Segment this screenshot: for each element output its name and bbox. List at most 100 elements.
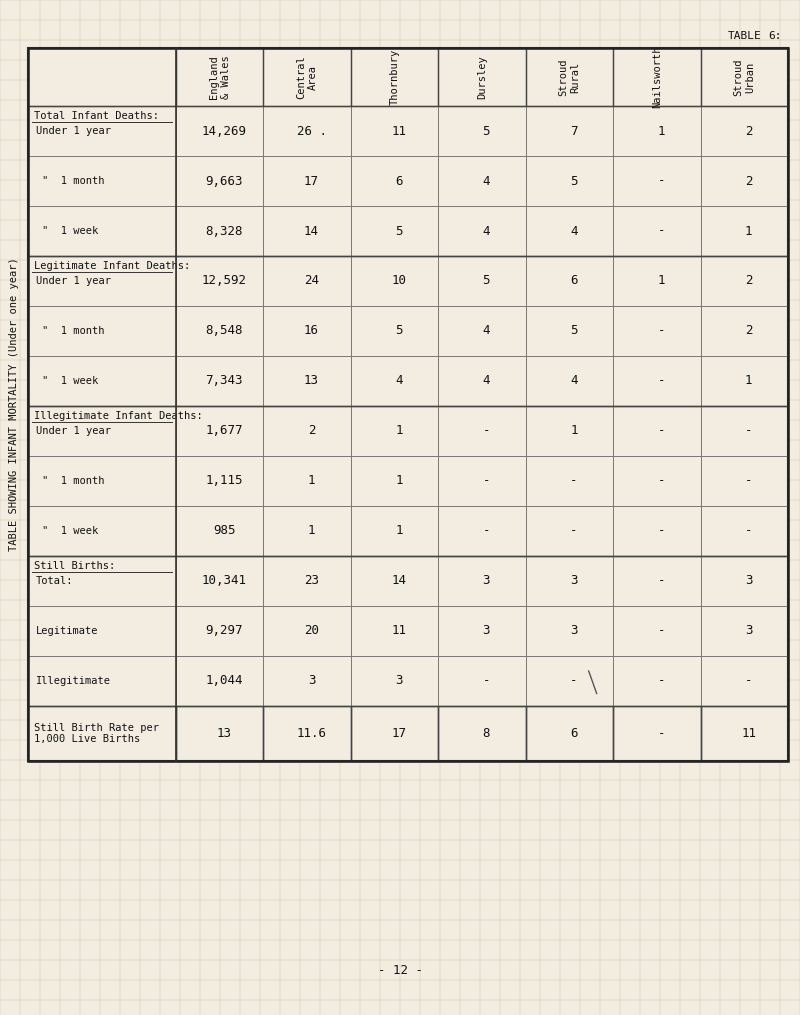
Bar [701,406,788,456]
Text: 1: 1 [308,474,315,487]
Bar [28,356,176,406]
Text: -: - [658,375,665,388]
Bar [176,156,263,206]
Bar [613,406,701,456]
Text: 26 .: 26 . [297,125,326,137]
Bar [526,656,613,706]
Bar [526,556,613,606]
Bar [176,656,263,706]
Text: 9,297: 9,297 [206,624,243,637]
Text: 17: 17 [391,727,406,740]
Bar [263,306,351,356]
Bar [701,156,788,206]
Text: 7,343: 7,343 [206,375,243,388]
Text: - 12 -: - 12 - [378,963,422,976]
Bar [438,306,526,356]
Bar [701,206,788,256]
Bar [28,556,176,606]
Bar [526,156,613,206]
Text: 3: 3 [482,624,490,637]
Bar [176,456,263,506]
Bar [28,106,788,256]
Text: -: - [658,175,665,188]
Text: -: - [658,574,665,588]
Text: 1: 1 [658,125,665,137]
Bar [351,506,438,556]
Bar [438,356,526,406]
Text: 16: 16 [304,325,319,338]
Bar [526,106,613,156]
Bar [263,106,351,156]
Bar [701,48,788,106]
Text: "  1 week: " 1 week [42,526,98,536]
Bar [438,106,526,156]
Bar [176,406,263,456]
Text: 4: 4 [570,375,578,388]
Text: 3: 3 [482,574,490,588]
Bar [351,706,438,761]
Text: -: - [745,525,753,538]
Text: -: - [745,675,753,687]
Bar [28,406,788,556]
Bar [613,506,701,556]
Text: -: - [482,424,490,437]
Text: TABLE: TABLE [728,31,762,41]
Bar [613,356,701,406]
Bar [613,206,701,256]
Text: -: - [658,325,665,338]
Bar [176,556,263,606]
Bar [176,356,263,406]
Text: Total Infant Deaths:: Total Infant Deaths: [34,111,159,121]
Text: -: - [745,474,753,487]
Bar [701,256,788,306]
Text: 1,044: 1,044 [206,675,243,687]
Text: 11.6: 11.6 [297,727,326,740]
Text: "  1 week: " 1 week [42,376,98,386]
Bar [526,506,613,556]
Bar [351,606,438,656]
Text: 6: 6 [570,727,578,740]
Text: 2: 2 [745,325,753,338]
Text: 8,548: 8,548 [206,325,243,338]
Bar [526,456,613,506]
Bar [526,706,613,761]
Text: Legitimate Infant Deaths:: Legitimate Infant Deaths: [34,261,190,271]
Bar [701,706,788,761]
Text: -: - [482,525,490,538]
Bar [28,606,176,656]
Bar [263,156,351,206]
Bar [701,556,788,606]
Bar [701,456,788,506]
Text: 10: 10 [391,274,406,287]
Bar [28,106,176,156]
Bar [351,156,438,206]
Bar [263,556,351,606]
Text: "  1 month: " 1 month [42,476,105,486]
Text: 6: 6 [570,274,578,287]
Text: Under 1 year: Under 1 year [36,426,111,436]
Bar [526,406,613,456]
Bar [176,206,263,256]
Text: 4: 4 [395,375,402,388]
Text: 5: 5 [570,175,578,188]
Text: 11: 11 [391,125,406,137]
Text: 5: 5 [570,325,578,338]
Text: Legitimate: Legitimate [36,626,98,636]
Bar [28,456,176,506]
Text: Stroud
Rural: Stroud Rural [558,58,580,95]
Bar [351,48,438,106]
Bar [438,156,526,206]
Bar [613,706,701,761]
Text: 12,592: 12,592 [202,274,246,287]
Text: 11: 11 [741,727,756,740]
Text: "  1 month: " 1 month [42,326,105,336]
Bar [176,606,263,656]
Bar [263,206,351,256]
Bar [438,406,526,456]
Text: 1: 1 [395,525,402,538]
Bar [701,506,788,556]
Bar [613,156,701,206]
Bar [28,256,788,406]
Text: 1: 1 [745,375,753,388]
Bar [28,656,176,706]
